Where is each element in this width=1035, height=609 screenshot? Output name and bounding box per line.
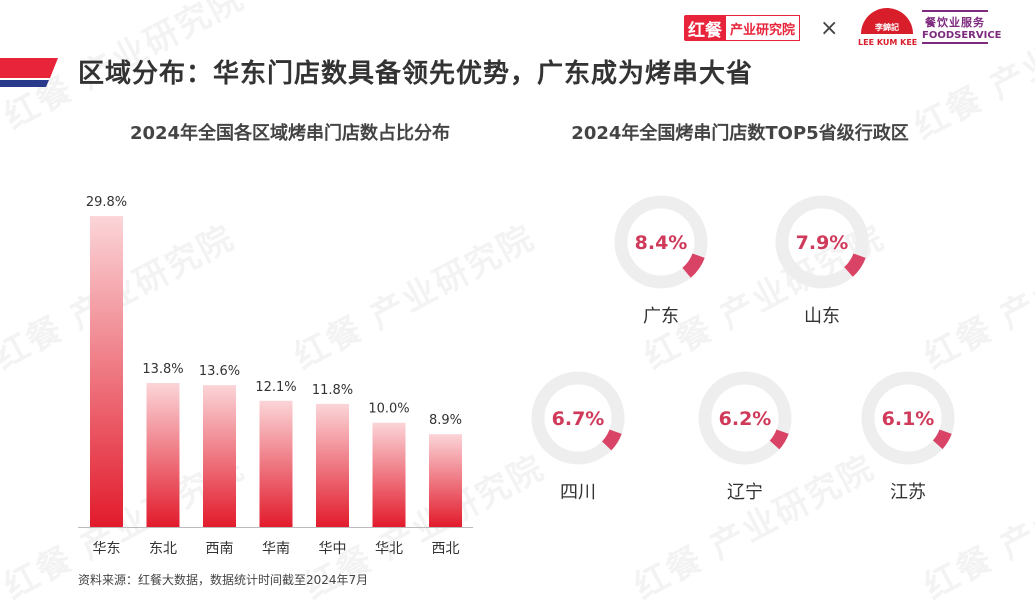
province-ring-charts: 8.4% 广东 7.9% 山东 6.7% 四川 6.2% 辽宁 6.1% 江苏: [531, 195, 955, 503]
ring-track: [861, 371, 955, 465]
bar-category-label: 华北: [375, 541, 403, 557]
page-title: 区域分布：华东门店数具备领先优势，广东成为烤串大省: [78, 59, 754, 89]
bar-category-label: 华东: [93, 541, 121, 557]
ring-arc: [861, 371, 955, 465]
bar-category-label: 西北: [432, 541, 460, 557]
lee-kum-kee-logo-cn: 李錦記: [875, 23, 899, 32]
ring-arc: [531, 371, 625, 465]
bar-value-label: 13.6%: [199, 364, 240, 379]
bar-value-label: 8.9%: [429, 413, 462, 428]
ring-山东: 7.9% 山东: [775, 195, 869, 327]
bar-value-label: 11.8%: [312, 383, 353, 398]
ring-value-label: 6.1%: [882, 408, 935, 430]
ring-江苏: 6.1% 江苏: [861, 371, 955, 503]
foodservice-logo-rule: [922, 10, 988, 12]
bar-东北: [146, 383, 180, 527]
foodservice-logo-en: FOODSERVICE: [922, 30, 1002, 44]
bar-华中: [316, 403, 349, 527]
foodservice-logo-cn: 餐饮业服务: [925, 16, 985, 29]
bar-layer: 29.8% 华东 13.8% 东北 13.6% 西南 12.1% 华南 11.8% 华中 10.0%…: [86, 195, 462, 557]
ring-value-label: 6.2%: [719, 408, 772, 430]
region-bar-chart: 29.8% 华东 13.8% 东北 13.6% 西南 12.1% 华南 11.8% 华中 10.0%…: [78, 195, 473, 557]
hongcan-logo-mark: 红餐: [684, 15, 726, 41]
ring-广东: 8.4% 广东: [614, 195, 708, 327]
ring-value-label: 8.4%: [635, 232, 688, 254]
ring-track: [614, 195, 708, 289]
ring-arc: [698, 371, 792, 465]
ring-category-label: 四川: [560, 482, 596, 503]
title-accent-bar: [0, 58, 58, 87]
ring-track: [775, 195, 869, 289]
ring-value-label: 6.7%: [552, 408, 605, 430]
foodservice-logo: 餐饮业服务 FOODSERVICE: [922, 10, 1002, 46]
times-icon: ×: [820, 16, 839, 41]
hongcan-logo-text: 产业研究院: [726, 15, 800, 41]
bar-value-label: 29.8%: [86, 195, 127, 210]
ring-chart-title: 2024年全国烤串门店数TOP5省级行政区: [571, 123, 909, 144]
ring-辽宁: 6.2% 辽宁: [698, 371, 792, 503]
bar-华南: [259, 400, 293, 527]
ring-layer: 8.4% 广东 7.9% 山东 6.7% 四川 6.2% 辽宁 6.1% 江苏: [531, 195, 955, 503]
ring-category-label: 江苏: [890, 482, 926, 503]
ring-value-label: 7.9%: [796, 232, 849, 254]
bar-chart-title: 2024年全国各区域烤串门店数占比分布: [129, 123, 451, 144]
bar-value-label: 13.8%: [142, 362, 183, 377]
bar-value-label: 10.0%: [368, 402, 409, 417]
bar-华东: [90, 216, 123, 527]
ring-category-label: 山东: [804, 306, 840, 327]
bar-category-label: 华中: [319, 541, 347, 557]
ring-track: [698, 371, 792, 465]
bar-西北: [429, 434, 462, 527]
lee-kum-kee-logo-en: LEE KUM KEE: [858, 38, 918, 47]
bar-category-label: 西南: [206, 541, 234, 557]
ring-category-label: 辽宁: [727, 482, 763, 503]
ring-category-label: 广东: [643, 306, 679, 327]
bar-华北: [372, 422, 406, 527]
bar-西南: [203, 385, 236, 527]
ring-四川: 6.7% 四川: [531, 371, 625, 503]
ring-arc: [775, 195, 869, 289]
bar-category-label: 东北: [149, 541, 177, 557]
ring-arc: [614, 195, 708, 289]
ring-track: [531, 371, 625, 465]
hongcan-logo: 红餐 产业研究院: [684, 15, 800, 41]
source-note: 资料来源：红餐大数据，数据统计时间截至2024年7月: [78, 573, 369, 587]
bar-category-label: 华南: [262, 541, 290, 557]
lee-kum-kee-logo: 李錦記 LEE KUM KEE: [858, 8, 918, 48]
bar-value-label: 12.1%: [255, 380, 296, 395]
